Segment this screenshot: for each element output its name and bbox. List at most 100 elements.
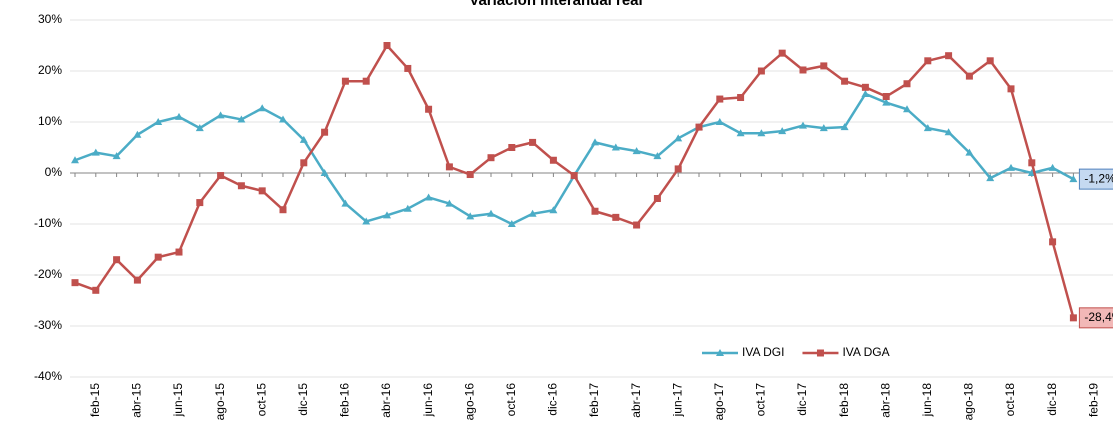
x-tick-label: dic-15 [296,383,310,416]
point [258,104,267,112]
point [945,52,953,60]
data-label-box [1078,168,1113,190]
x-tick-label: abr-16 [379,383,393,418]
point [487,209,495,217]
x-tick-label: oct-18 [1003,383,1017,417]
point [841,77,849,85]
point [195,124,204,132]
x-tick-label: jun-17 [670,383,684,418]
x-tick-label: feb-16 [338,383,352,417]
y-tick-label: 20% [38,63,62,77]
point [216,111,225,119]
x-tick-label: feb-18 [837,383,851,417]
point [632,147,641,155]
x-tick-label: feb-19 [1086,383,1100,417]
point [591,207,599,215]
point [466,171,474,179]
x-tick-label: dic-16 [546,383,560,416]
point [113,256,121,264]
point [528,209,537,217]
point [903,105,911,113]
point [570,172,578,180]
legend-label: IVA DGI [742,345,784,359]
x-tick-label: dic-17 [795,383,809,416]
x-tick-label: ago-16 [462,383,476,421]
point [154,118,163,125]
point [508,144,516,151]
x-tick-label: oct-15 [254,383,268,417]
point [986,57,994,65]
point [279,206,287,214]
point [924,57,932,65]
y-tick-label: -20% [34,267,62,281]
point [237,182,245,190]
point [716,95,724,103]
point [425,105,433,113]
point [341,199,350,207]
legend-marker [816,349,824,357]
point [258,187,266,195]
point [299,135,308,143]
series-line [74,44,1075,319]
point [403,204,412,212]
point [715,118,724,125]
point [591,138,599,146]
point [445,163,453,171]
point [611,143,620,151]
data-label: -28,4% [1078,307,1113,329]
point [237,115,246,123]
x-tick-label: ago-17 [712,383,726,421]
point [175,248,183,256]
point [1049,238,1057,246]
x-tick-label: ago-18 [962,383,976,421]
point [279,115,287,123]
point [196,199,204,207]
point [840,123,849,131]
data-label-text: -1,2% [1084,171,1113,185]
point [424,193,433,201]
point [466,212,475,220]
point [1007,163,1015,171]
point [965,72,973,80]
point [757,67,765,75]
x-tick-label: jun-18 [920,383,934,418]
point [1069,314,1077,322]
chart-title: Variación interanual real [469,0,642,9]
legend-label: IVA DGA [842,345,889,359]
point [362,77,370,85]
point [320,169,329,176]
x-tick-label: feb-15 [88,383,102,417]
point [383,42,391,49]
point [549,206,558,214]
x-tick-label: dic-18 [1045,383,1059,416]
x-tick-label: jun-15 [171,383,185,418]
point [882,93,890,100]
x-tick-label: feb-17 [587,383,601,417]
point [653,195,661,202]
point [612,213,620,221]
x-tick-label: oct-17 [754,383,768,417]
point [112,152,121,160]
legend-marker [716,349,724,356]
y-tick-label: 0% [45,165,63,179]
point [92,286,100,294]
point [965,148,974,156]
point [91,148,100,156]
y-tick-label: -10% [34,216,62,230]
y-tick-label: 10% [38,114,62,128]
point [404,64,412,72]
point [529,138,537,146]
x-tick-label: abr-15 [130,383,144,418]
point [778,49,786,57]
point [217,172,225,180]
point [300,159,308,167]
point [736,129,745,137]
x-tick-label: abr-18 [878,383,892,418]
point [820,62,828,70]
point [861,83,869,91]
point [695,123,703,131]
point [778,127,787,135]
point [633,221,641,229]
point [819,124,828,132]
